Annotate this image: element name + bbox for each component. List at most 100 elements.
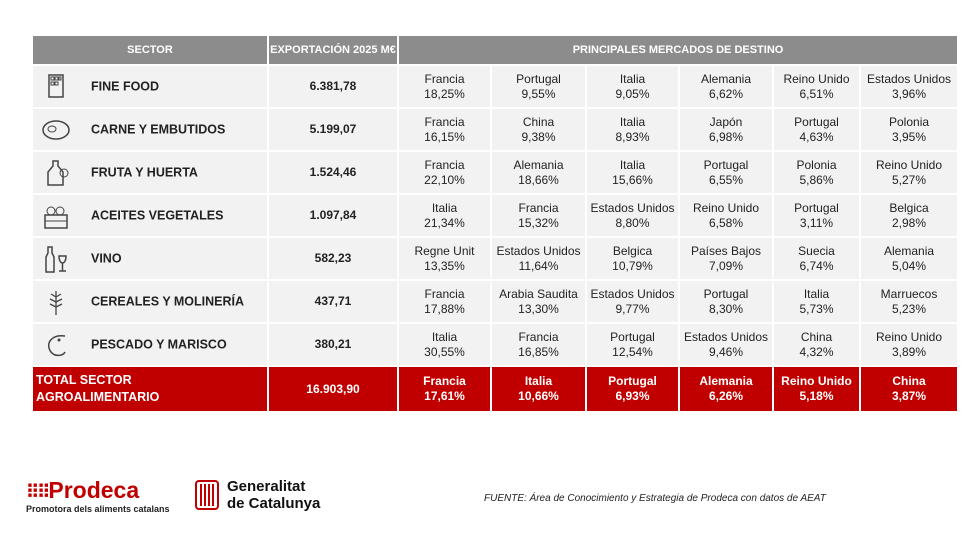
market-country: Portugal bbox=[516, 71, 561, 86]
market-country: Portugal bbox=[610, 329, 655, 344]
sector-name: CEREALES Y MOLINERÍA bbox=[91, 293, 245, 308]
table-row: PESCADO Y MARISCO 380,21 Italia 30,55% Franc… bbox=[33, 324, 958, 365]
market-share: 7,09% bbox=[708, 258, 744, 273]
market-cell: Portugal 4,63% bbox=[774, 109, 859, 150]
market-share: 16,85% bbox=[518, 344, 559, 359]
wheat-icon bbox=[49, 290, 63, 315]
market-country: Estados Unidos bbox=[590, 200, 675, 215]
market-cell: Alemania 18,66% bbox=[492, 152, 585, 193]
market-country: Estados Unidos bbox=[683, 329, 769, 344]
table-row: VINO 582,23 Regne Unit 13,35% Estados Unidos… bbox=[33, 238, 958, 279]
market-cell: Portugal 3,11% bbox=[774, 195, 859, 236]
table-row: ACEITES VEGETALES 1.097,84 Italia 21,34% Fra… bbox=[33, 195, 958, 236]
market-share: 9,05% bbox=[615, 86, 650, 101]
market-cell: Estados Unidos 8,80% bbox=[587, 195, 678, 236]
market-country: Países Bajos bbox=[690, 243, 762, 258]
sector-cell: PESCADO Y MARISCO bbox=[33, 324, 267, 365]
market-cell: Portugal 12,54% bbox=[587, 324, 678, 365]
market-country: Reino Unido bbox=[783, 71, 850, 86]
export-value: 380,21 bbox=[269, 324, 397, 365]
market-share: 3,89% bbox=[892, 344, 927, 359]
sector-name: PESCADO Y MARISCO bbox=[91, 336, 227, 351]
market-country: Belgica bbox=[612, 243, 653, 258]
market-country: Suecia bbox=[798, 243, 835, 258]
market-share: 15,66% bbox=[612, 172, 653, 187]
market-cell: Suecia 6,74% bbox=[774, 238, 859, 279]
market-country: China bbox=[522, 114, 555, 129]
market-country: Belgica bbox=[889, 200, 929, 215]
market-share: 3,87% bbox=[892, 389, 927, 403]
market-cell: Belgica 10,79% bbox=[587, 238, 678, 279]
market-share: 6,26% bbox=[708, 389, 744, 403]
market-share: 4,63% bbox=[799, 129, 834, 144]
market-share: 11,64% bbox=[518, 258, 559, 273]
market-share: 3,95% bbox=[892, 129, 927, 144]
market-country: Polonia bbox=[796, 157, 837, 172]
market-cell: Reino Unido 6,51% bbox=[774, 66, 859, 107]
market-cell: Países Bajos 7,09% bbox=[680, 238, 772, 279]
market-cell: Estados Unidos 11,64% bbox=[492, 238, 585, 279]
export-value: 437,71 bbox=[269, 281, 397, 322]
table-row: CARNE Y EMBUTIDOS 5.199,07 Francia 16,15% Ch… bbox=[33, 109, 958, 150]
market-share: 21,34% bbox=[424, 215, 465, 230]
market-share: 13,30% bbox=[518, 301, 559, 316]
shrimp-icon bbox=[47, 334, 66, 356]
market-share: 17,88% bbox=[424, 301, 465, 316]
market-share: 22,10% bbox=[424, 172, 465, 187]
header-export: EXPORTACIÓN 2025 M€ bbox=[269, 36, 397, 64]
market-share: 5,86% bbox=[799, 172, 834, 187]
market-cell: Alemania 6,62% bbox=[680, 66, 772, 107]
market-country: Italia bbox=[619, 157, 646, 172]
market-country: Francia bbox=[518, 329, 559, 344]
market-share: 18,25% bbox=[424, 86, 465, 101]
market-country: China bbox=[800, 329, 833, 344]
market-country: Estados Unidos bbox=[496, 243, 581, 258]
market-country: Italia bbox=[431, 200, 458, 215]
market-share: 30,55% bbox=[424, 344, 465, 359]
sector-name: VINO bbox=[91, 250, 122, 265]
market-country: Portugal bbox=[794, 200, 839, 215]
market-cell: China 9,38% bbox=[492, 109, 585, 150]
market-share: 6,58% bbox=[708, 215, 744, 230]
market-share: 6,74% bbox=[799, 258, 834, 273]
sector-cell: CEREALES Y MOLINERÍA bbox=[33, 281, 267, 322]
vegetable-crate-icon bbox=[44, 206, 68, 229]
market-share: 9,46% bbox=[708, 344, 744, 359]
market-cell: Polonia 5,86% bbox=[774, 152, 859, 193]
market-country: China bbox=[892, 374, 926, 388]
table-row: FINE FOOD 6.381,78 Francia 18,25% Portugal 9,… bbox=[33, 66, 958, 107]
market-cell: Estados Unidos 9,46% bbox=[680, 324, 772, 365]
market-share: 15,32% bbox=[518, 215, 559, 230]
market-cell: Estados Unidos 3,96% bbox=[861, 66, 958, 107]
table-row: CEREALES Y MOLINERÍA 437,71 Francia 17,88% A… bbox=[33, 281, 958, 322]
market-cell: Portugal 9,55% bbox=[492, 66, 585, 107]
market-share: 6,55% bbox=[708, 172, 744, 187]
sector-cell: FINE FOOD bbox=[33, 66, 267, 107]
market-share: 5,04% bbox=[892, 258, 927, 273]
table-row: FRUTA Y HUERTA 1.524,46 Francia 22,10% Alema… bbox=[33, 152, 958, 193]
sector-cell: ACEITES VEGETALES bbox=[33, 195, 267, 236]
market-country: Italia bbox=[524, 374, 553, 388]
market-share: 5,27% bbox=[892, 172, 927, 187]
market-country: Polonia bbox=[889, 114, 930, 129]
total-export: 16.903,90 bbox=[269, 367, 397, 411]
market-country: Marruecos bbox=[880, 286, 938, 301]
market-country: Reino Unido bbox=[875, 157, 943, 172]
market-cell: Reino Unido 5,27% bbox=[861, 152, 958, 193]
header-sector: SECTOR bbox=[33, 36, 267, 64]
market-country: Reino Unido bbox=[875, 329, 943, 344]
market-share: 3,96% bbox=[892, 86, 927, 101]
generalitat-logo: Generalitat de Catalunya bbox=[195, 478, 320, 512]
market-share: 18,66% bbox=[518, 172, 559, 187]
total-market-cell: Francia 17,61% bbox=[399, 367, 490, 411]
export-value: 6.381,78 bbox=[269, 66, 397, 107]
market-country: Alemania bbox=[700, 71, 752, 86]
market-cell: Belgica 2,98% bbox=[861, 195, 958, 236]
market-share: 9,38% bbox=[521, 129, 556, 144]
market-country: Arabia Saudita bbox=[499, 286, 578, 301]
market-country: Regne Unit bbox=[414, 243, 475, 258]
market-share: 10,66% bbox=[518, 389, 559, 403]
market-cell: Arabia Saudita 13,30% bbox=[492, 281, 585, 322]
market-share: 9,55% bbox=[521, 86, 556, 101]
market-country: Portugal bbox=[703, 157, 749, 172]
